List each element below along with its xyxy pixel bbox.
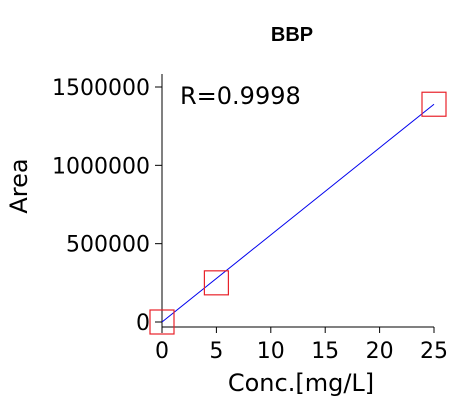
x-tick-label: 10 — [257, 339, 285, 364]
fit-line-group — [161, 103, 435, 323]
plot-area: 0 500000 1000000 1500000 0 5 10 15 20 25 — [52, 74, 448, 364]
data-point-marker — [149, 309, 175, 335]
chart-title: BBP — [271, 24, 313, 46]
y-ticks: 0 500000 1000000 1500000 — [52, 76, 162, 336]
fit-line — [161, 103, 435, 323]
y-tick-label: 1000000 — [52, 154, 150, 179]
x-tick-label: 25 — [420, 339, 448, 364]
x-axis-label: Conc.[mg/L] — [228, 369, 374, 397]
x-tick-label: 0 — [155, 339, 169, 364]
x-ticks: 0 5 10 15 20 25 — [155, 327, 448, 364]
y-tick-label: 0 — [136, 311, 150, 336]
y-tick-label: 500000 — [66, 233, 150, 258]
x-tick-label: 5 — [209, 339, 223, 364]
x-tick-label: 15 — [311, 339, 339, 364]
x-tick-label: 20 — [366, 339, 394, 364]
data-point-marker — [421, 91, 447, 117]
data-point-marker — [203, 270, 229, 296]
y-tick-label: 1500000 — [52, 76, 150, 101]
y-axis-label: Area — [5, 158, 33, 213]
data-points — [149, 91, 447, 335]
r-value-annotation: R=0.9998 — [180, 82, 301, 110]
